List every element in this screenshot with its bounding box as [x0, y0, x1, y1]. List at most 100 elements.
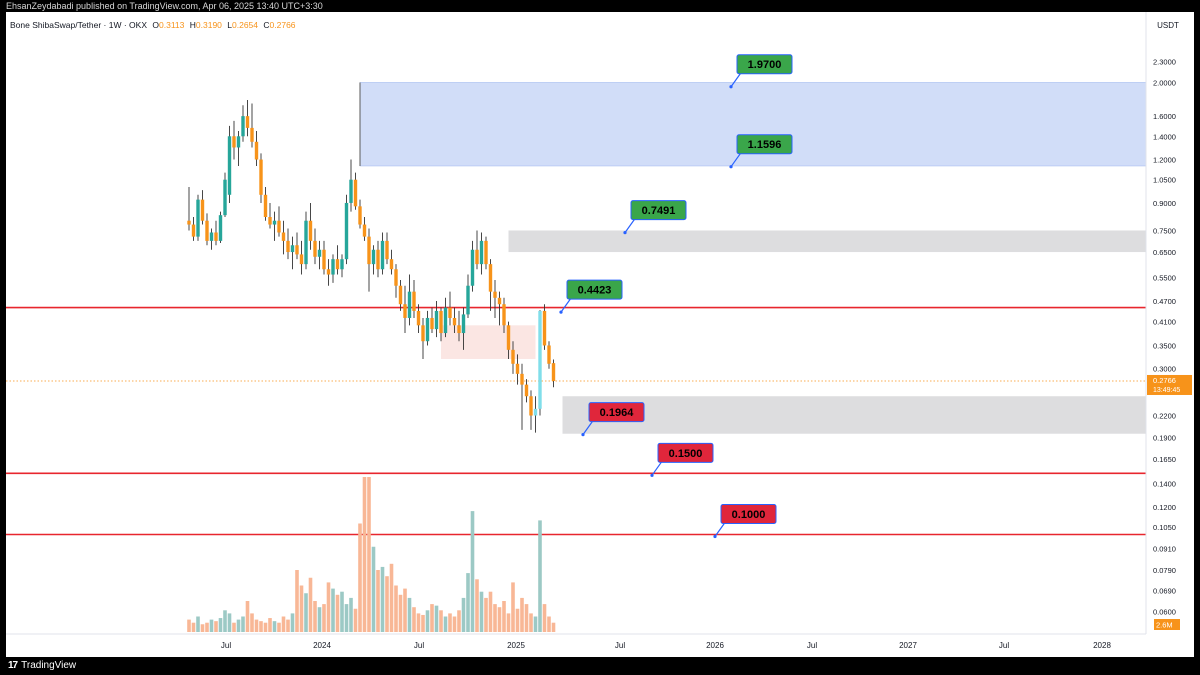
candle-body	[268, 216, 272, 225]
time-axis	[6, 634, 1194, 657]
volume-bar	[299, 585, 304, 632]
label-anchor	[650, 473, 654, 477]
volume-bar	[520, 597, 524, 632]
candle-body	[380, 240, 385, 270]
y-tick-label: 2.0000	[1153, 78, 1176, 87]
y-tick-label: 0.2200	[1153, 412, 1176, 421]
candle-body	[475, 249, 479, 265]
label-pointer	[730, 72, 742, 88]
candle-body	[416, 310, 421, 326]
volume-bar	[322, 604, 326, 632]
candle-body	[538, 310, 542, 409]
volume-bar	[250, 613, 254, 632]
candle-body	[488, 264, 493, 292]
candle-body	[466, 285, 470, 315]
candle-body	[421, 325, 425, 342]
low-label: L	[227, 20, 233, 30]
volume-bar	[241, 616, 245, 632]
label-anchor	[623, 231, 627, 235]
x-tick-label: Jul	[999, 641, 1009, 650]
x-tick-label: 2028	[1093, 641, 1111, 650]
candle-body	[385, 240, 389, 260]
y-tick-label: 0.1650	[1153, 455, 1176, 464]
candle-body	[533, 408, 538, 416]
candle-body	[430, 317, 434, 330]
footer-bar: 17 TradingView	[0, 657, 1200, 675]
candle-body	[295, 245, 299, 255]
volume-bar	[398, 594, 403, 632]
label-box	[588, 402, 645, 423]
volume-bar	[434, 605, 439, 632]
volume-bar	[484, 597, 488, 632]
candle-body	[515, 363, 520, 374]
candle-body	[259, 159, 263, 195]
label-box	[736, 134, 793, 155]
candle-body	[214, 232, 218, 241]
candle-body	[484, 240, 488, 265]
candle-body	[367, 236, 371, 265]
candle-body	[376, 249, 380, 270]
volume-bar	[205, 622, 209, 632]
high-value: 0.3190	[195, 20, 222, 30]
label-anchor	[581, 433, 585, 437]
y-tick-label: 0.3500	[1153, 341, 1176, 350]
volume-bar	[313, 601, 317, 632]
volume-bar	[218, 618, 223, 632]
candle-body	[358, 206, 362, 225]
candle-body	[457, 325, 461, 334]
volume-bar	[407, 597, 412, 632]
candle-body	[218, 215, 223, 241]
x-tick-label: Jul	[414, 641, 424, 650]
candle-body	[322, 249, 326, 270]
label-box	[630, 200, 687, 221]
y-tick-label: 2.3000	[1153, 57, 1176, 66]
candle-body	[236, 136, 241, 148]
volume-tag	[1154, 619, 1180, 630]
volume-bar	[308, 577, 313, 632]
label-text: 0.1500	[669, 448, 703, 460]
volume-bar	[263, 622, 268, 632]
candle-body	[299, 254, 304, 265]
y-tick-label: 0.4100	[1153, 318, 1176, 327]
volume-bar	[349, 597, 353, 632]
volume-bar	[358, 523, 362, 632]
volume-bar	[380, 566, 385, 632]
candle-body	[362, 224, 367, 237]
candle-body	[209, 232, 214, 241]
candle-body	[227, 136, 232, 195]
volume-bar	[511, 582, 515, 632]
volume-bar	[488, 591, 493, 632]
y-tick-label: 0.5500	[1153, 273, 1176, 282]
tradingview-logo-icon: 17	[8, 660, 18, 671]
candle-body	[308, 220, 313, 241]
volume-bar	[479, 591, 484, 632]
chart-frame[interactable]: Bone ShibaSwap/Tether · 1W · OKX O0.3113…	[6, 12, 1194, 657]
y-tick-label: 1.4000	[1153, 132, 1176, 141]
volume-bar	[232, 622, 236, 632]
bar-countdown: 13:49:45	[1153, 387, 1180, 394]
volume-bar	[254, 619, 259, 632]
price-chart[interactable]: 1.9700 1.1596 0.7491 0.4423 0.1964 0.1500 0.10…	[6, 12, 1194, 657]
x-tick-label: 2024	[313, 641, 331, 650]
volume-bar	[538, 520, 542, 632]
volume-bar	[196, 616, 200, 632]
brand-name: TradingView	[21, 660, 77, 671]
candle-body	[412, 291, 416, 311]
x-tick-label: 2025	[507, 641, 525, 650]
candle-body	[254, 141, 259, 160]
y-tick-label: 1.6000	[1153, 112, 1176, 121]
x-tick-label: 2027	[899, 641, 917, 650]
label-pointer	[560, 297, 572, 313]
volume-bar	[403, 588, 407, 632]
candle-body	[434, 310, 439, 330]
candle-body	[524, 384, 529, 397]
x-tick-label: Jul	[615, 641, 625, 650]
low-value: 0.2654	[232, 20, 259, 30]
candle-body	[551, 363, 556, 381]
label-anchor	[729, 85, 733, 89]
candle-body	[425, 317, 430, 342]
volume-bar	[547, 616, 551, 632]
volume-bar	[277, 622, 281, 632]
candle-body	[340, 259, 344, 270]
candle-body	[479, 240, 484, 265]
